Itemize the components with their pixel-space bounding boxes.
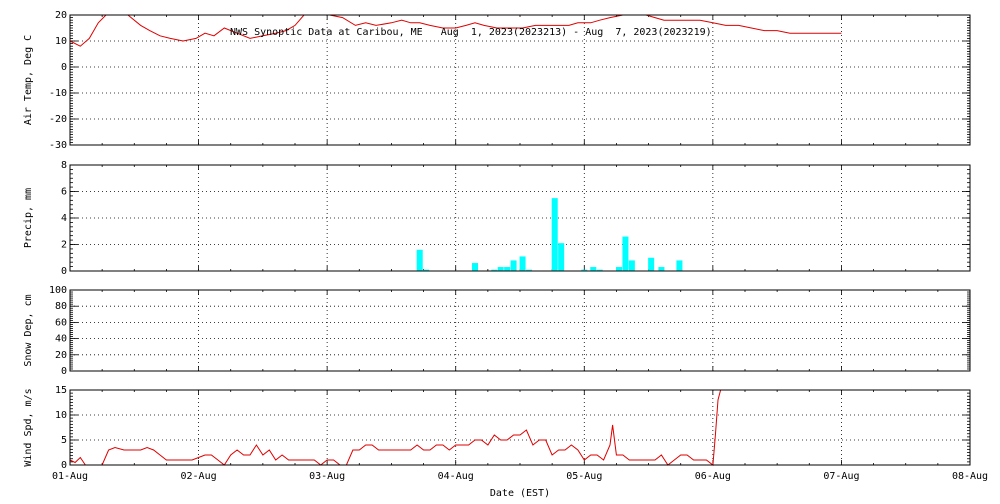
precip-bar — [648, 257, 655, 271]
panel-frame — [69, 289, 971, 372]
precip-bar — [628, 260, 635, 271]
y-tick-label: 0 — [61, 266, 67, 277]
x-tick-label: 05-Aug — [566, 471, 602, 482]
y-tick-label: 100 — [49, 285, 67, 296]
data-line-0 — [69, 14, 842, 47]
y-tick-label: 15 — [55, 385, 67, 396]
precip-bar — [622, 236, 629, 271]
y-tick-label: 10 — [55, 410, 67, 421]
x-tick-label: 06-Aug — [695, 471, 731, 482]
y-tick-label: 20 — [55, 350, 67, 361]
precip-bar — [491, 269, 498, 271]
precip-bar — [558, 243, 565, 271]
y-axis-title: Precip, mm — [23, 188, 34, 248]
precip-bar — [616, 267, 622, 271]
y-tick-label: -30 — [49, 140, 67, 151]
y-tick-label: 4 — [61, 213, 67, 224]
y-tick-label: -20 — [49, 114, 67, 125]
x-tick-label: 02-Aug — [181, 471, 217, 482]
y-tick-label: 40 — [55, 334, 67, 345]
precip-bar — [423, 269, 430, 271]
panel-frame — [69, 14, 971, 146]
precip-bar — [519, 256, 526, 271]
y-axis-title: Air Temp, Deg C — [23, 35, 34, 125]
x-tick-label: 07-Aug — [823, 471, 859, 482]
y-tick-label: 8 — [61, 160, 67, 171]
y-axis-title: Snow Dep, cm — [23, 294, 34, 366]
x-tick-label: 03-Aug — [309, 471, 345, 482]
y-tick-label: 0 — [61, 62, 67, 73]
precip-bar — [526, 269, 532, 271]
x-tick-label: 08-Aug — [952, 471, 988, 482]
precip-bar — [497, 267, 504, 271]
panel-frame — [69, 164, 971, 272]
precip-bar — [676, 260, 683, 271]
y-tick-label: 10 — [55, 36, 67, 47]
chart-title: NWS Synoptic Data at Caribou, ME Aug 1, … — [230, 27, 712, 38]
y-tick-label: 5 — [61, 435, 67, 446]
precip-bar — [504, 267, 511, 271]
y-axis-title: Wind Spd, m/s — [23, 388, 34, 466]
x-tick-label: 01-Aug — [52, 471, 88, 482]
precip-bar — [510, 260, 517, 271]
y-tick-label: 0 — [61, 460, 67, 471]
precip-bar — [596, 269, 603, 271]
precip-bar — [658, 267, 665, 271]
y-tick-label: 6 — [61, 187, 67, 198]
y-tick-label: 80 — [55, 301, 67, 312]
panel-frame — [69, 389, 971, 466]
data-line-3 — [69, 389, 722, 466]
y-tick-label: 60 — [55, 317, 67, 328]
y-tick-label: 2 — [61, 240, 67, 251]
precip-bar — [416, 249, 423, 271]
x-tick-label: 04-Aug — [438, 471, 474, 482]
precip-bar — [590, 267, 597, 271]
y-tick-label: 0 — [61, 366, 67, 377]
y-tick-label: 20 — [55, 10, 67, 21]
y-tick-label: -10 — [49, 88, 67, 99]
precip-bar — [581, 269, 588, 271]
precip-bar — [472, 263, 478, 271]
x-axis-title: Date (EST) — [490, 488, 550, 499]
precip-bar — [551, 198, 558, 271]
